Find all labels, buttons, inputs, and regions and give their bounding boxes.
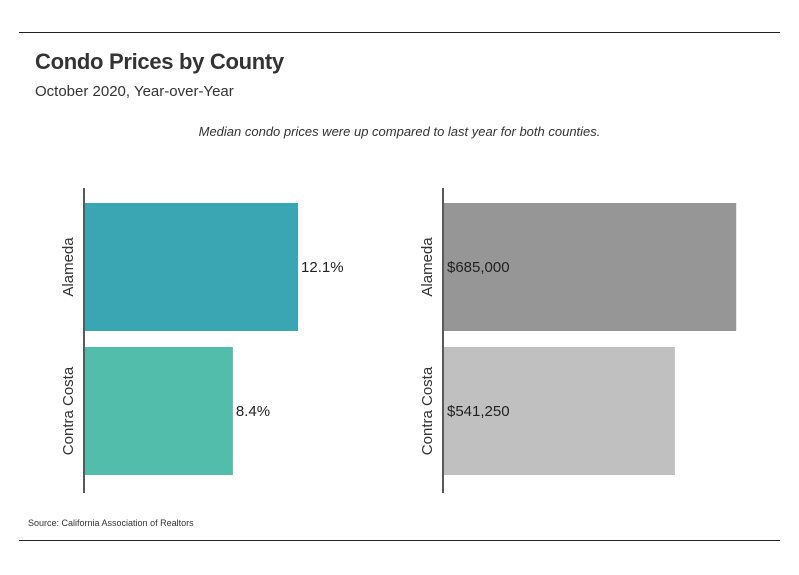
bar-contra-costa [444, 347, 675, 475]
data-label: 12.1% [301, 259, 344, 276]
bar-alameda [85, 203, 299, 331]
category-label: Alameda [60, 237, 77, 297]
bar-contra-costa [85, 347, 233, 475]
category-label: Contra Costa [60, 366, 77, 455]
category-label: Alameda [419, 237, 436, 297]
data-label: 8.4% [236, 403, 270, 420]
bottom-rule [19, 540, 780, 541]
chart-subtitle: October 2020, Year-over-Year [35, 83, 234, 100]
top-rule [19, 32, 780, 33]
bar-alameda [444, 203, 737, 331]
chart-title: Condo Prices by County [35, 49, 284, 74]
chart-annotation: Median condo prices were up compared to … [198, 124, 601, 139]
category-label: Contra Costa [419, 366, 436, 455]
data-label: $541,250 [447, 403, 510, 420]
source-note: Source: California Association of Realto… [28, 518, 194, 528]
data-label: $685,000 [447, 259, 510, 276]
